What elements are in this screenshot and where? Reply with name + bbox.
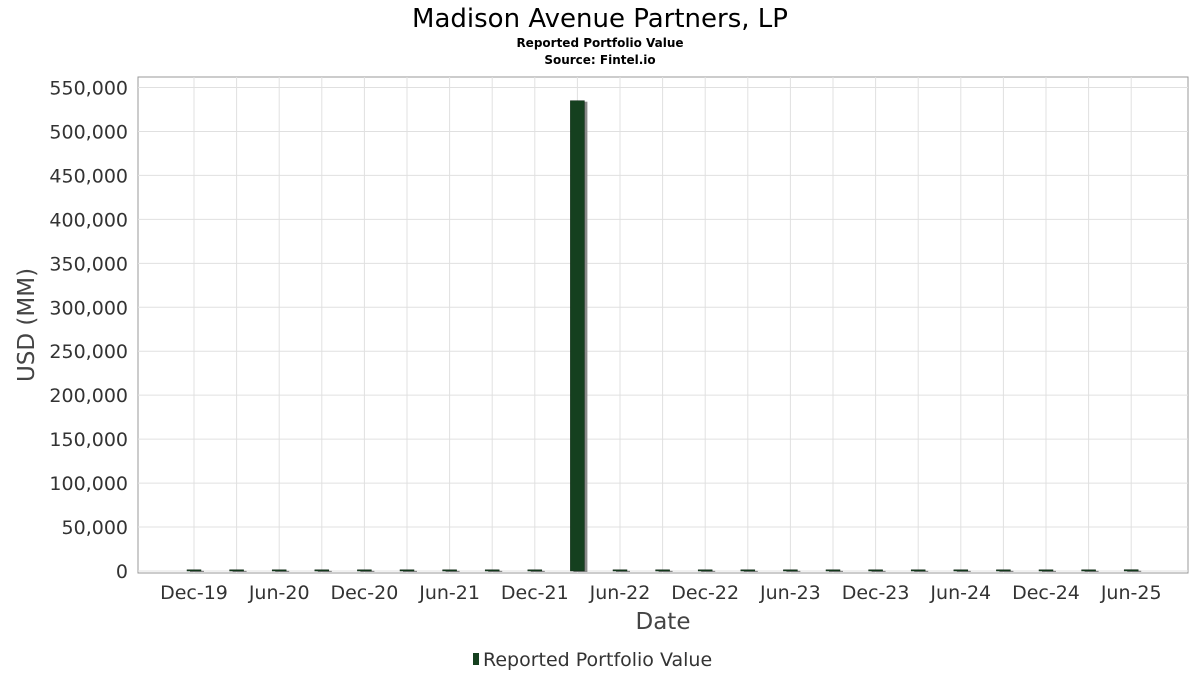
x-tick-label: Jun-20 [248, 582, 310, 604]
bar [954, 570, 968, 571]
x-tick-label: Jun-25 [1100, 582, 1162, 604]
y-axis-title: USD (MM) [14, 268, 40, 382]
legend-swatch [473, 653, 479, 665]
bar [315, 570, 329, 571]
bar [613, 570, 627, 571]
bar [1082, 570, 1096, 571]
y-tick-label: 400,000 [49, 209, 128, 231]
bar [698, 570, 712, 571]
x-tick-label: Dec-21 [501, 582, 569, 604]
x-axis-ticks: Dec-19 Jun-20 Dec-20 Jun-21 Dec-21 Jun-22 Dec-… [160, 582, 1161, 604]
bar [1124, 570, 1138, 571]
x-tick-label: Jun-23 [759, 582, 821, 604]
bar [528, 570, 542, 571]
y-tick-label: 550,000 [49, 78, 128, 100]
chart-source: Source: Fintel.io [544, 53, 655, 67]
x-tick-label: Jun-22 [589, 582, 651, 604]
legend-label: Reported Portfolio Value [483, 649, 712, 671]
bar [485, 570, 499, 571]
bar [187, 570, 201, 571]
x-tick-label: Jun-24 [929, 582, 991, 604]
x-tick-label: Dec-24 [1012, 582, 1080, 604]
chart-title: Madison Avenue Partners, LP [412, 4, 788, 34]
y-tick-label: 150,000 [49, 429, 128, 451]
bar [400, 570, 414, 571]
bar [1039, 570, 1053, 571]
bar [272, 570, 286, 571]
y-tick-label: 200,000 [49, 385, 128, 407]
bar [357, 570, 371, 571]
y-tick-label: 500,000 [49, 121, 128, 143]
y-tick-label: 300,000 [49, 297, 128, 319]
legend: Reported Portfolio Value [473, 649, 712, 671]
x-axis-title: Date [636, 609, 691, 635]
bar [996, 570, 1010, 571]
bar [911, 570, 925, 571]
y-tick-label: 100,000 [49, 473, 128, 495]
bar [783, 570, 797, 571]
bar [869, 570, 883, 571]
x-tick-label: Dec-20 [330, 582, 398, 604]
bar [230, 570, 244, 571]
bar [656, 570, 670, 571]
chart-subtitle: Reported Portfolio Value [516, 36, 683, 50]
bar [741, 570, 755, 571]
x-tick-label: Jun-21 [418, 582, 480, 604]
x-tick-label: Dec-19 [160, 582, 228, 604]
y-tick-label: 450,000 [49, 165, 128, 187]
y-tick-label: 50,000 [62, 517, 128, 539]
y-axis-ticks: 0 50,000 100,000 150,000 200,000 250,000 300,0… [49, 78, 128, 584]
x-tick-label: Dec-23 [842, 582, 910, 604]
y-tick-label: 250,000 [49, 341, 128, 363]
y-tick-label: 350,000 [49, 253, 128, 275]
y-tick-label: 0 [116, 561, 128, 583]
bar [570, 101, 584, 571]
x-tick-label: Dec-22 [671, 582, 739, 604]
bar [826, 570, 840, 571]
bar [443, 570, 457, 571]
